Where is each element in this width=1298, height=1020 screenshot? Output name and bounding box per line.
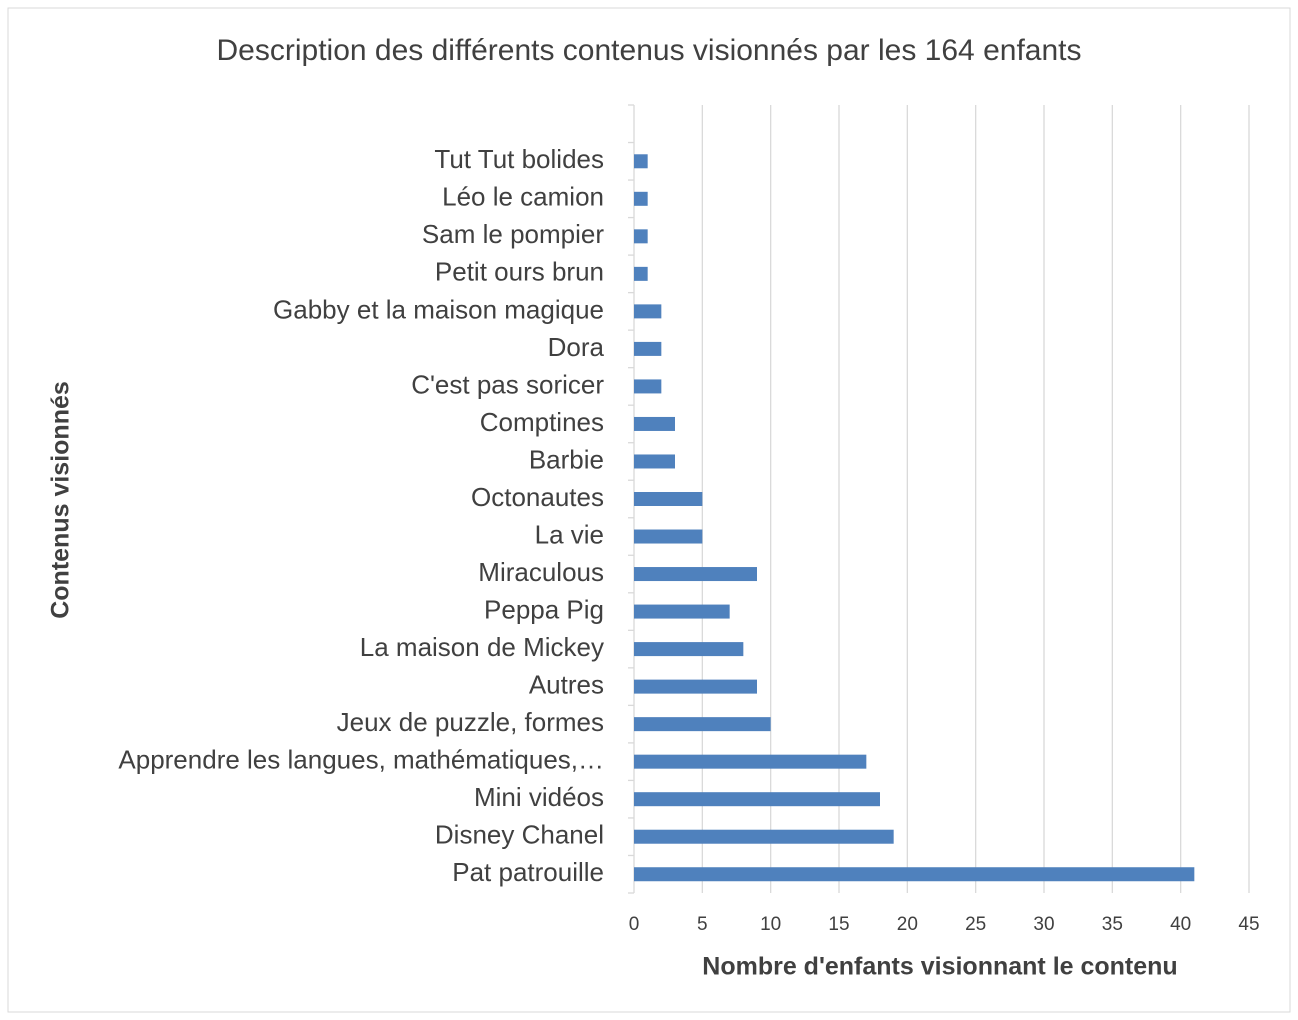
y-tick-label: Octonautes — [471, 482, 604, 512]
bar — [634, 416, 675, 431]
y-axis-title: Contenus visionnés — [47, 381, 75, 619]
y-tick-label: Sam le pompier — [422, 219, 604, 249]
y-tick-label: C'est pas soricer — [411, 369, 604, 399]
y-tick-label: Léo le camion — [442, 182, 604, 212]
x-tick-label: 0 — [629, 914, 640, 935]
y-tick-label: Barbie — [529, 444, 604, 474]
bar — [634, 341, 662, 356]
y-tick-label: Peppa Pig — [484, 594, 604, 624]
y-tick-label: Tut Tut bolides — [434, 144, 604, 174]
bar — [634, 229, 648, 244]
y-tick-label: Miraculous — [478, 557, 604, 587]
x-tick-label: 40 — [1170, 914, 1191, 935]
y-tick-label: Pat patrouille — [452, 857, 604, 887]
chart-title: Description des différents contenus visi… — [217, 34, 1082, 67]
bar — [634, 191, 648, 206]
x-axis-title: Nombre d'enfants visionnant le contenu — [702, 953, 1177, 981]
bar — [634, 642, 744, 657]
bar — [634, 529, 703, 544]
y-tick-label: Dora — [548, 332, 605, 362]
chart-border — [7, 7, 1291, 1013]
y-tick-label: Petit ours brun — [435, 257, 604, 287]
bar — [634, 754, 867, 769]
y-tick-label: Disney Chanel — [435, 820, 604, 850]
x-tick-label: 45 — [1238, 914, 1259, 935]
bar — [634, 154, 648, 169]
bar — [634, 379, 662, 394]
x-tick-label: 15 — [828, 914, 849, 935]
bar — [634, 454, 675, 469]
y-tick-label: La vie — [535, 519, 604, 549]
bar — [634, 604, 730, 619]
bar — [634, 717, 771, 732]
y-tick-label: Comptines — [480, 407, 604, 437]
y-tick-label: Mini vidéos — [474, 782, 604, 812]
bar — [634, 266, 648, 281]
x-tick-label: 35 — [1102, 914, 1123, 935]
x-tick-label: 10 — [760, 914, 781, 935]
bar — [634, 567, 757, 582]
bar — [634, 679, 757, 694]
x-tick-label: 5 — [697, 914, 708, 935]
y-tick-label: Gabby et la maison magique — [273, 294, 604, 324]
bar — [634, 492, 703, 506]
y-tick-label: Apprendre les langues, mathématiques,… — [118, 745, 604, 775]
bar — [634, 792, 880, 807]
x-tick-label: 30 — [1033, 914, 1054, 935]
bar — [634, 304, 662, 319]
bar — [634, 829, 894, 844]
y-tick-label: Autres — [529, 669, 604, 699]
x-tick-label: 25 — [965, 914, 986, 935]
y-tick-label: La maison de Mickey — [360, 632, 604, 662]
bar — [634, 867, 1195, 882]
x-tick-label: 20 — [897, 914, 918, 935]
y-tick-label: Jeux de puzzle, formes — [337, 707, 604, 737]
